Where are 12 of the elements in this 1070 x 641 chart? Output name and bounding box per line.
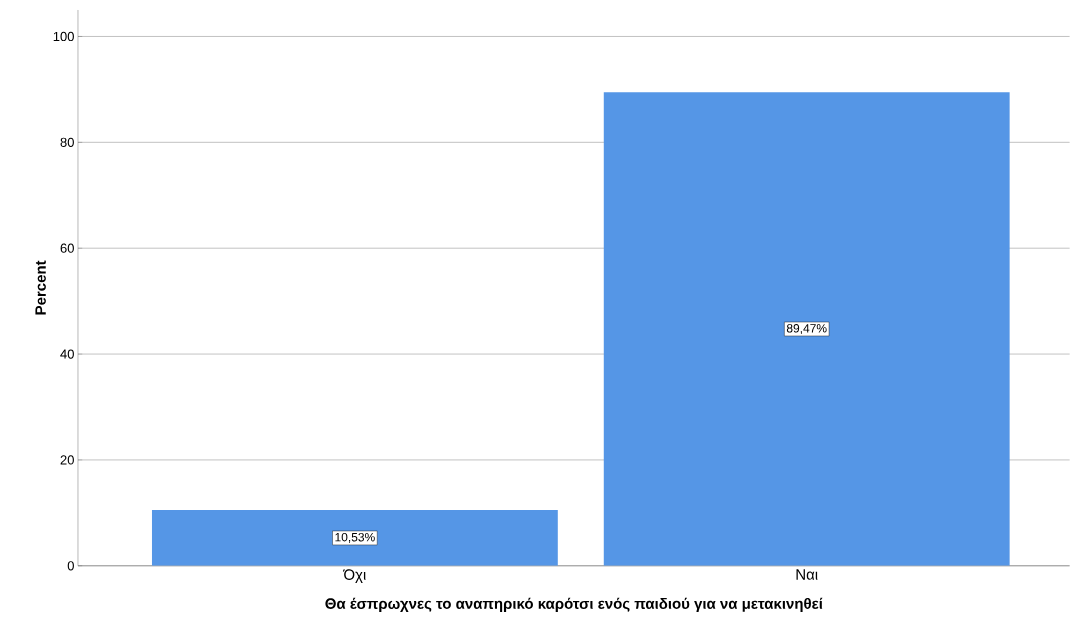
y-tick-label: 80: [60, 137, 74, 148]
y-axis-title: Percent: [35, 260, 46, 315]
x-tick-label: Ναι: [796, 569, 818, 580]
y-tick-label: 0: [67, 561, 74, 571]
y-tick-label: 100: [53, 31, 74, 42]
y-tick-label: 20: [60, 455, 74, 465]
x-tick-label: Όχι: [342, 569, 366, 584]
y-tick-label: 60: [60, 243, 74, 253]
data-label: 89,47%: [786, 324, 827, 335]
x-axis-title: Θα έσπρωχνες το αναπηρικό καρότσι ενός παιδιού για να μετακινηθεί: [325, 597, 823, 613]
y-tick-label: 40: [60, 349, 74, 359]
data-label: 10,53%: [335, 533, 375, 543]
